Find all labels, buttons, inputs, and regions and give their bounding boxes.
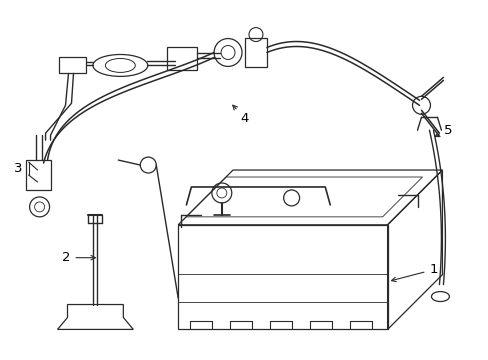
- Text: 1: 1: [391, 263, 437, 282]
- Text: 4: 4: [232, 105, 249, 125]
- Bar: [59, 58, 86, 73]
- Text: 3: 3: [14, 162, 22, 175]
- Text: 5: 5: [434, 124, 452, 137]
- Bar: [25, 160, 50, 190]
- Bar: [167, 46, 197, 71]
- Text: 2: 2: [62, 251, 95, 264]
- Bar: [244, 37, 266, 67]
